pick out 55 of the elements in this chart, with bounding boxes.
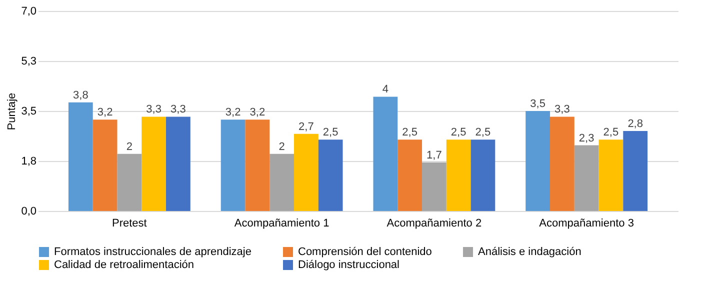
bar (270, 154, 294, 211)
data-label: 2,8 (628, 118, 643, 130)
data-label: 2,5 (322, 126, 338, 139)
legend-label: Comprensión del contenido (298, 246, 432, 258)
data-label: 2,7 (298, 120, 314, 133)
y-tick-label: 7,0 (21, 6, 36, 18)
data-label: 2 (278, 140, 285, 153)
data-label: 3,2 (250, 106, 266, 119)
data-label: 2,3 (578, 132, 594, 144)
bar (142, 116, 166, 211)
data-label: 3,3 (554, 104, 570, 116)
x-tick-label: Acompañamiento 3 (539, 218, 634, 230)
legend-label: Análisis e indagación (478, 246, 582, 258)
y-axis-title: Puntaje (6, 92, 18, 130)
data-label: 3,2 (97, 106, 113, 119)
data-label: 3,8 (73, 89, 88, 102)
x-tick-label: Acompañamiento 2 (386, 218, 482, 230)
y-tick-label: 1,8 (21, 156, 36, 168)
bar (470, 140, 496, 211)
y-tick-label: 3,5 (21, 106, 36, 118)
bar (574, 145, 599, 211)
bar (220, 120, 246, 211)
bar (166, 116, 190, 211)
bar (550, 116, 574, 211)
bar (68, 102, 93, 211)
bar (623, 131, 648, 211)
bar (117, 154, 142, 211)
data-label: 3,2 (225, 106, 241, 119)
data-label: 3,3 (170, 104, 186, 116)
bar (294, 134, 318, 211)
bar (526, 111, 550, 211)
bar (446, 140, 471, 211)
legend-label: Formatos instruccionales de aprendizaje (54, 246, 252, 258)
data-label: 3,3 (146, 104, 162, 116)
y-tick-label: 5,3 (21, 56, 36, 68)
legend-label: Diálogo instruccional (298, 259, 400, 271)
bar (92, 120, 118, 211)
bar (373, 96, 398, 211)
y-tick-label: 0,0 (21, 206, 36, 218)
x-tick-label: Pretest (112, 218, 147, 230)
data-label: 3,5 (530, 98, 546, 110)
x-tick-label: Acompañamiento 1 (234, 218, 330, 230)
data-label: 2,5 (402, 126, 418, 139)
bar (245, 120, 270, 211)
bar (422, 162, 446, 211)
bar (598, 140, 624, 211)
data-label: 1,7 (426, 149, 442, 162)
data-label: 4 (382, 84, 388, 96)
data-label: 2 (126, 140, 132, 153)
data-label: 2,5 (450, 126, 466, 139)
bar (398, 140, 422, 211)
bar (318, 140, 343, 211)
legend-label: Calidad de retroalimentación (54, 259, 194, 271)
data-label: 2,5 (475, 126, 491, 139)
data-label: 2,5 (603, 126, 619, 139)
